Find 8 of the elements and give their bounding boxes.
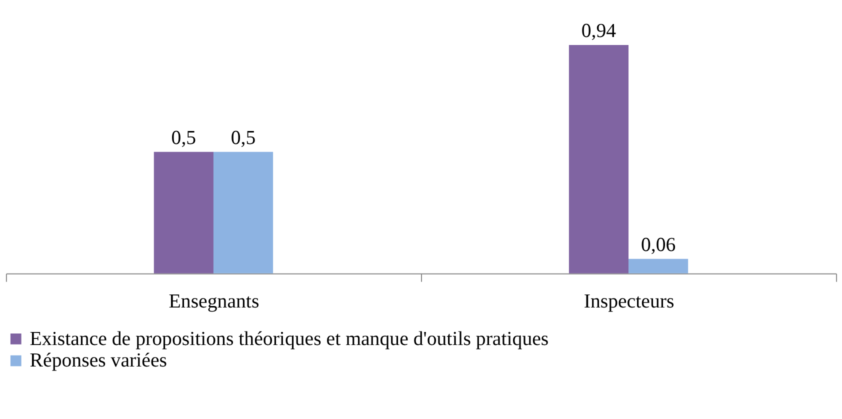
data-label: 0,5 [171,126,196,149]
data-label: 0,94 [581,20,616,42]
x-tick-label: Ensegnants [168,290,260,313]
data-label: 0,5 [230,126,256,149]
legend-label: Réponses variées [30,350,168,372]
data-label: 0,06 [640,234,676,256]
x-tick-label: Inspecteurs [584,290,674,313]
legend-label: Existance de propositions théoriques et manque d'outils pratiques [30,328,549,350]
